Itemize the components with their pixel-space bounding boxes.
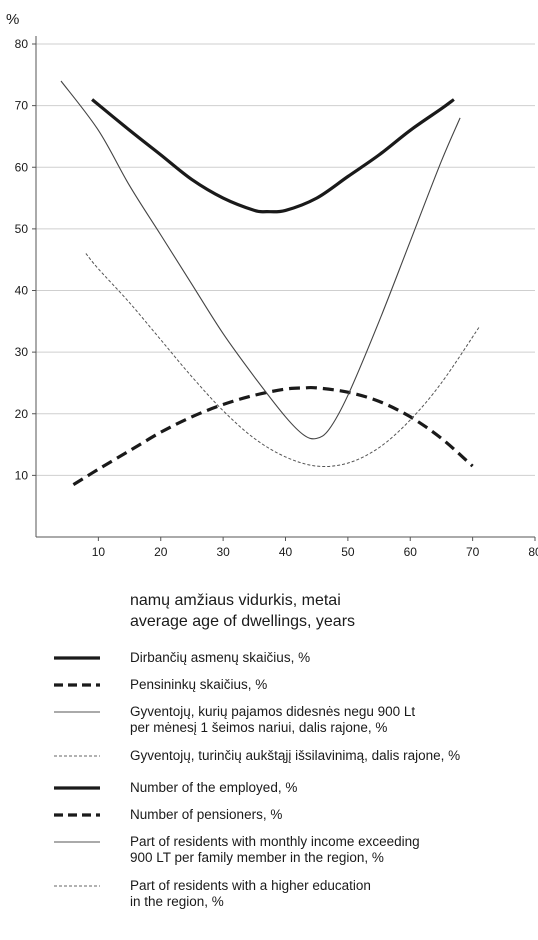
legend-lt-label-line: Pensininkų skaičius, %	[130, 677, 268, 692]
legend-en-label-line: Number of the employed, %	[130, 780, 298, 795]
x-tick-label: 80	[528, 545, 538, 559]
legend-en-label-line: in the region, %	[130, 894, 224, 909]
legend-en-swatch	[54, 841, 100, 843]
x-tick-label: 20	[154, 545, 168, 559]
y-tick-label: 30	[15, 345, 29, 359]
series-line-3	[60, 80, 461, 440]
x-tick-label: 50	[341, 545, 355, 559]
x-tick-label: 60	[404, 545, 418, 559]
x-tick-label: 10	[92, 545, 106, 559]
legend-en-label: Number of pensioners, %	[130, 807, 282, 823]
y-tick-label: 70	[15, 99, 29, 113]
legend-en-swatch	[54, 885, 100, 887]
series-line-4	[85, 253, 480, 468]
x-axis-label-en: average age of dwellings, years	[130, 613, 356, 630]
legend-lt-label-line: Gyventojų, kurių pajamos didesnės negu 9…	[130, 704, 416, 719]
legend-en-label: Number of the employed, %	[130, 780, 297, 796]
y-tick-label: 60	[15, 160, 29, 174]
legend-en-label-line: Part of residents with monthly income ex…	[130, 834, 420, 849]
x-tick-label: 40	[279, 545, 293, 559]
legend-lt-label-line: per mėnesį 1 šeimos nariui, dalis rajone…	[130, 720, 388, 735]
legend-lt-label-line: Dirbančių asmenų skaičius, %	[130, 650, 311, 665]
x-axis-label: namų amžiaus vidurkis, metai average age…	[130, 590, 355, 632]
legend-en-label: Part of residents with a higher educatio…	[130, 878, 371, 910]
legend-lt-label: Gyventojų, turinčių aukštąjį išsilavinim…	[130, 748, 460, 764]
x-axis-label-lt: namų amžiaus vidurkis, metai	[130, 592, 341, 609]
y-tick-label: 10	[15, 468, 29, 482]
legend-lt-swatch	[54, 656, 100, 660]
legend-en-label-line: Part of residents with a higher educatio…	[130, 878, 371, 893]
x-tick-label: 70	[466, 545, 480, 559]
y-unit-label: %	[6, 11, 19, 28]
legend-lt-label: Gyventojų, kurių pajamos didesnės negu 9…	[130, 704, 415, 736]
y-tick-label: 40	[15, 284, 29, 298]
series-line-2	[72, 385, 474, 486]
y-tick-label: 20	[15, 407, 29, 421]
legend-en-label-line: 900 LT per family member in the region, …	[130, 850, 384, 865]
legend-en-swatch	[54, 813, 100, 817]
legend-lt-label-line: Gyventojų, turinčių aukštąjį išsilavinim…	[130, 748, 461, 763]
legend-lt-swatch	[54, 755, 100, 757]
legend-en-label: Part of residents with monthly income ex…	[130, 834, 420, 866]
axes	[32, 36, 536, 541]
legend-en-label-line: Number of pensioners, %	[130, 807, 283, 822]
legend-lt-label: Pensininkų skaičius, %	[130, 677, 267, 693]
series-line-1	[91, 98, 455, 214]
legend-lt-swatch	[54, 683, 100, 687]
legend-en-swatch	[54, 786, 100, 790]
x-tick-label: 30	[216, 545, 230, 559]
tick-labels: 10 20 30 40 50 60 70 80 10 20 30 40 50 60 70 80	[15, 37, 538, 559]
grid-lines	[36, 43, 535, 476]
series-lines	[60, 80, 480, 486]
y-tick-label: 50	[15, 222, 29, 236]
y-tick-label: 80	[15, 37, 29, 51]
legend-lt-swatch	[54, 711, 100, 713]
line-chart: % 10 20 30 40 50 60 70 80 10 20 30 40 50 60 70 80	[6, 11, 538, 559]
legend-lt-label: Dirbančių asmenų skaičius, %	[130, 650, 310, 666]
